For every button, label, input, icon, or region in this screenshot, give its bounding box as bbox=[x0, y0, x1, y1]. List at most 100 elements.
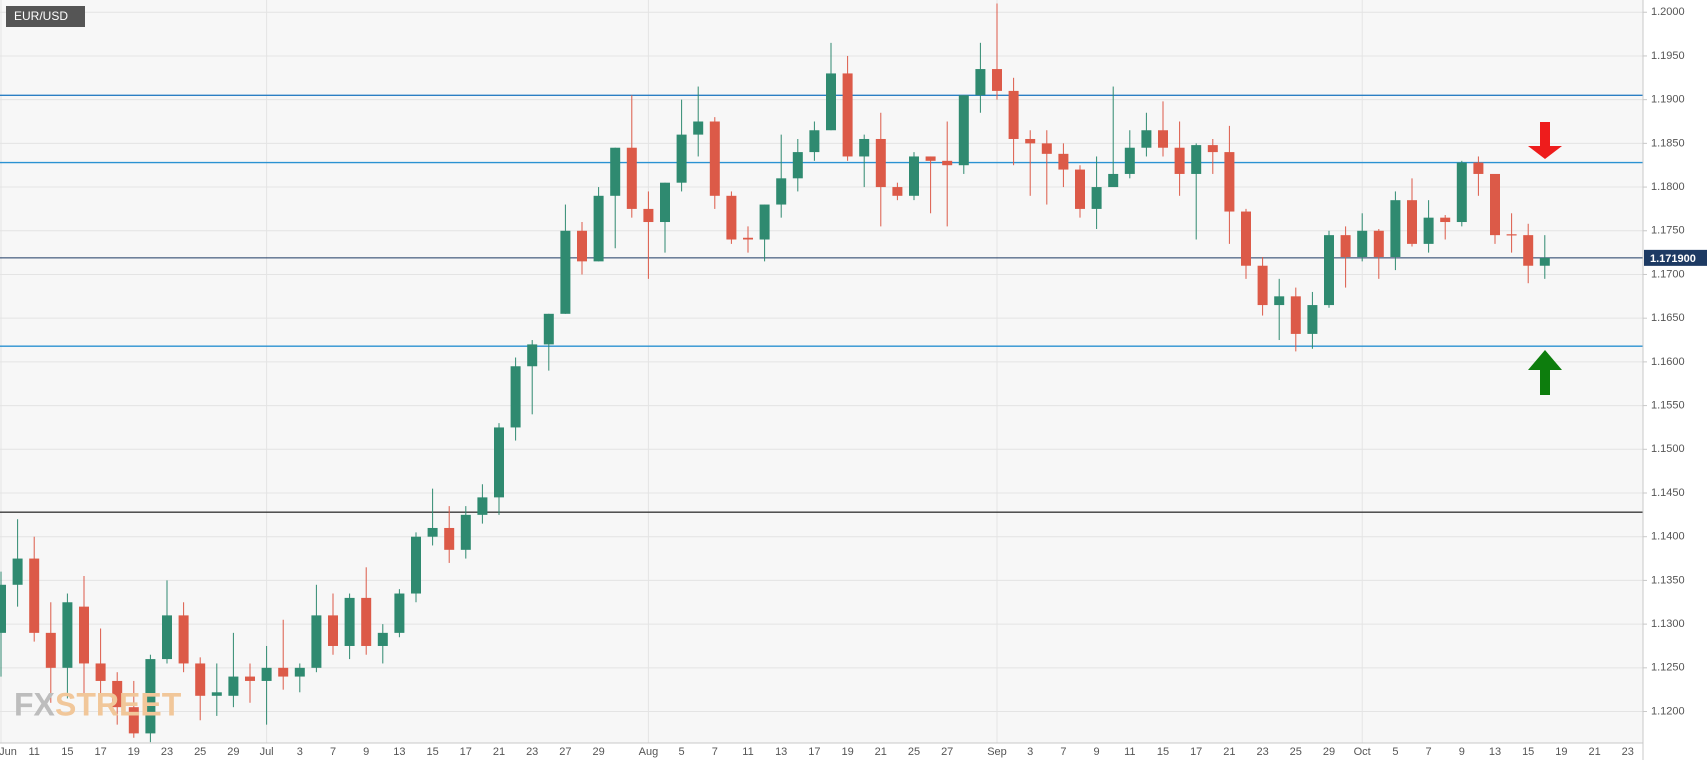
x-tick-label: 15 bbox=[1157, 746, 1169, 758]
candle-body bbox=[1108, 173, 1119, 188]
candle-body bbox=[211, 692, 222, 696]
y-tick-label: 1.1950 bbox=[1651, 50, 1685, 62]
y-tick-label: 1.1900 bbox=[1651, 94, 1685, 106]
levels bbox=[0, 94, 1643, 513]
x-tick-label: 13 bbox=[1489, 746, 1501, 758]
support-arrow bbox=[1528, 350, 1562, 395]
x-tick-label: 7 bbox=[712, 746, 718, 758]
y-tick-label: 1.1250 bbox=[1651, 662, 1685, 674]
candle-body bbox=[859, 138, 870, 157]
candle-body bbox=[660, 182, 670, 223]
x-tick-label: 17 bbox=[808, 746, 820, 758]
x-tick-label: 13 bbox=[775, 746, 787, 758]
y-tick-label: 1.1600 bbox=[1651, 356, 1685, 368]
x-tick-label: 9 bbox=[363, 746, 369, 758]
candle-body bbox=[1290, 296, 1301, 334]
candle-body bbox=[975, 69, 986, 96]
candle-body bbox=[875, 138, 886, 188]
candle-body bbox=[693, 121, 704, 135]
y-tick-label: 1.1300 bbox=[1651, 618, 1685, 630]
candle-body bbox=[643, 208, 654, 223]
x-tick-label: 29 bbox=[227, 746, 239, 758]
x-tick-label: 17 bbox=[460, 746, 472, 758]
candle-body bbox=[344, 597, 355, 646]
candle-body bbox=[162, 615, 172, 660]
x-tick-label: 17 bbox=[94, 746, 106, 758]
candle-body bbox=[79, 606, 89, 664]
symbol-box bbox=[6, 6, 85, 27]
candle-body bbox=[1523, 235, 1534, 266]
last-price-box bbox=[1644, 249, 1707, 266]
candle-body bbox=[1257, 265, 1268, 306]
x-tick-label: 15 bbox=[61, 746, 73, 758]
x-tick-label: 25 bbox=[194, 746, 206, 758]
candle-body bbox=[178, 615, 189, 664]
candle-body bbox=[95, 663, 106, 681]
candle-body bbox=[1124, 147, 1135, 174]
candle-body bbox=[1506, 234, 1517, 236]
x-tick-label: 21 bbox=[1588, 746, 1600, 758]
x-tick-label: 21 bbox=[1223, 746, 1235, 758]
candle-body bbox=[925, 156, 936, 161]
x-tick-label: 15 bbox=[426, 746, 438, 758]
resistance-arrow bbox=[1528, 122, 1562, 159]
candle-body bbox=[593, 195, 604, 262]
x-tick-label: Sep bbox=[987, 746, 1007, 758]
x-tick-label: 21 bbox=[493, 746, 505, 758]
candle-body bbox=[958, 95, 969, 166]
candle-body bbox=[228, 676, 239, 696]
candle-body bbox=[0, 584, 6, 633]
x-tick-label: 29 bbox=[1323, 746, 1335, 758]
x-tick-label: 7 bbox=[1060, 746, 1066, 758]
x-tick-label: 27 bbox=[559, 746, 571, 758]
y-tick-label: 1.1850 bbox=[1651, 137, 1685, 149]
y-tick-label: 1.1550 bbox=[1651, 399, 1685, 411]
plot-background bbox=[0, 0, 1643, 743]
x-tick-label: 7 bbox=[330, 746, 336, 758]
x-tick-label: 25 bbox=[908, 746, 920, 758]
x-tick-label: Jun bbox=[0, 746, 17, 758]
candle-body bbox=[394, 593, 405, 633]
candle-body bbox=[145, 659, 156, 734]
candle-body bbox=[311, 615, 322, 668]
candle-body bbox=[1490, 173, 1500, 236]
x-tick-label: Aug bbox=[639, 746, 659, 758]
candle-body bbox=[29, 558, 40, 633]
candle-body bbox=[510, 366, 521, 428]
x-tick-label: 5 bbox=[679, 746, 685, 758]
candle-body bbox=[1539, 257, 1550, 266]
candle-body bbox=[494, 427, 504, 498]
last-price-label: 1.171900 bbox=[1650, 253, 1696, 265]
candle-body bbox=[12, 558, 23, 585]
candle-body bbox=[560, 230, 571, 314]
candle-body bbox=[261, 667, 272, 681]
y-tick-label: 1.1400 bbox=[1651, 531, 1685, 543]
candle-body bbox=[427, 527, 438, 537]
candles bbox=[0, 3, 1550, 743]
x-tick-label: 11 bbox=[742, 746, 753, 758]
watermark-street: STREET bbox=[55, 686, 182, 722]
candle-body bbox=[1340, 235, 1351, 257]
candle-body bbox=[543, 313, 554, 345]
x-tick-label: 21 bbox=[875, 746, 887, 758]
x-tick-label: 9 bbox=[1459, 746, 1465, 758]
candle-body bbox=[1091, 187, 1102, 209]
candle-body bbox=[1390, 200, 1401, 257]
candle-body bbox=[328, 615, 338, 646]
candle-body bbox=[1224, 152, 1235, 212]
y-tick-label: 1.1650 bbox=[1651, 312, 1685, 324]
candle-body bbox=[1241, 211, 1251, 266]
x-tick-label: 11 bbox=[1124, 746, 1135, 758]
candle-body bbox=[726, 195, 737, 240]
y-axis-area bbox=[1643, 0, 1707, 760]
candle-body bbox=[1158, 130, 1168, 148]
candle-body bbox=[1274, 296, 1285, 306]
candle-body bbox=[128, 707, 139, 734]
candle-body bbox=[743, 237, 753, 240]
candle-body bbox=[195, 663, 206, 696]
candle-body bbox=[1008, 90, 1019, 139]
candle-body bbox=[1307, 305, 1318, 334]
candle-body bbox=[676, 134, 687, 183]
x-tick-label: 19 bbox=[841, 746, 853, 758]
